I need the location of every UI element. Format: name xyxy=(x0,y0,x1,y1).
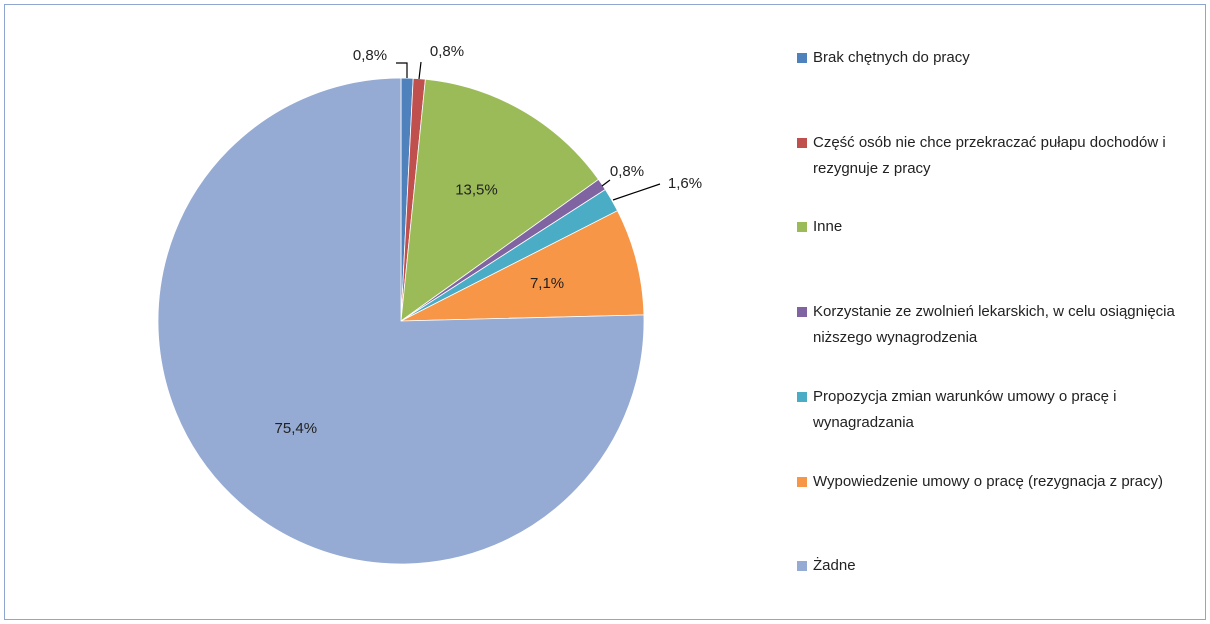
data-label: 0,8% xyxy=(353,47,387,64)
data-label: 75,4% xyxy=(275,420,318,437)
legend-label: Wypowiedzenie umowy o pracę (rezygnacja … xyxy=(813,472,1164,490)
legend-item: Żadne xyxy=(797,553,1197,579)
data-label: 13,5% xyxy=(455,182,498,199)
chart-frame xyxy=(4,4,1206,620)
legend-label: Brak chętnych do pracy xyxy=(813,49,970,66)
legend-swatch xyxy=(797,53,807,63)
legend-item: Propozycja zmian warunków umowy o pracę … xyxy=(797,384,1197,436)
pie-slice xyxy=(157,77,645,565)
leader-line xyxy=(612,183,661,201)
legend-label: Propozycja zmian warunków umowy o pracę … xyxy=(813,387,1121,431)
legend-label: Część osób nie chce przekraczać pułapu d… xyxy=(813,133,1170,177)
legend-swatch xyxy=(797,476,807,487)
legend-swatch xyxy=(797,222,807,233)
legend-swatch xyxy=(797,307,807,318)
data-label: 0,8% xyxy=(610,163,644,180)
pie-slice xyxy=(400,78,600,322)
legend-swatch xyxy=(797,391,807,402)
legend-label: Żadne xyxy=(813,557,856,575)
data-label: 0,8% xyxy=(430,43,464,60)
legend-swatch xyxy=(797,561,807,572)
legend-item: Brak chętnych do pracy xyxy=(797,45,1197,71)
leader-line xyxy=(418,61,422,80)
legend-label: Inne xyxy=(813,218,843,236)
legend-item: Korzystanie ze zwolnień lekarskich, w ce… xyxy=(797,299,1197,351)
pie-slice xyxy=(400,210,645,322)
legend-label: Korzystanie ze zwolnień lekarskich, w ce… xyxy=(813,303,1184,347)
leader-line xyxy=(601,179,611,187)
legend-swatch xyxy=(797,137,807,148)
leader-line xyxy=(396,62,408,78)
legend-item: Wypowiedzenie umowy o pracę (rezygnacja … xyxy=(797,469,1197,495)
legend-item: Inne xyxy=(797,214,1197,240)
legend-item: Część osób nie chce przekraczać pułapu d… xyxy=(797,130,1197,182)
data-label: 7,1% xyxy=(530,275,564,292)
data-label: 1,6% xyxy=(668,175,702,192)
